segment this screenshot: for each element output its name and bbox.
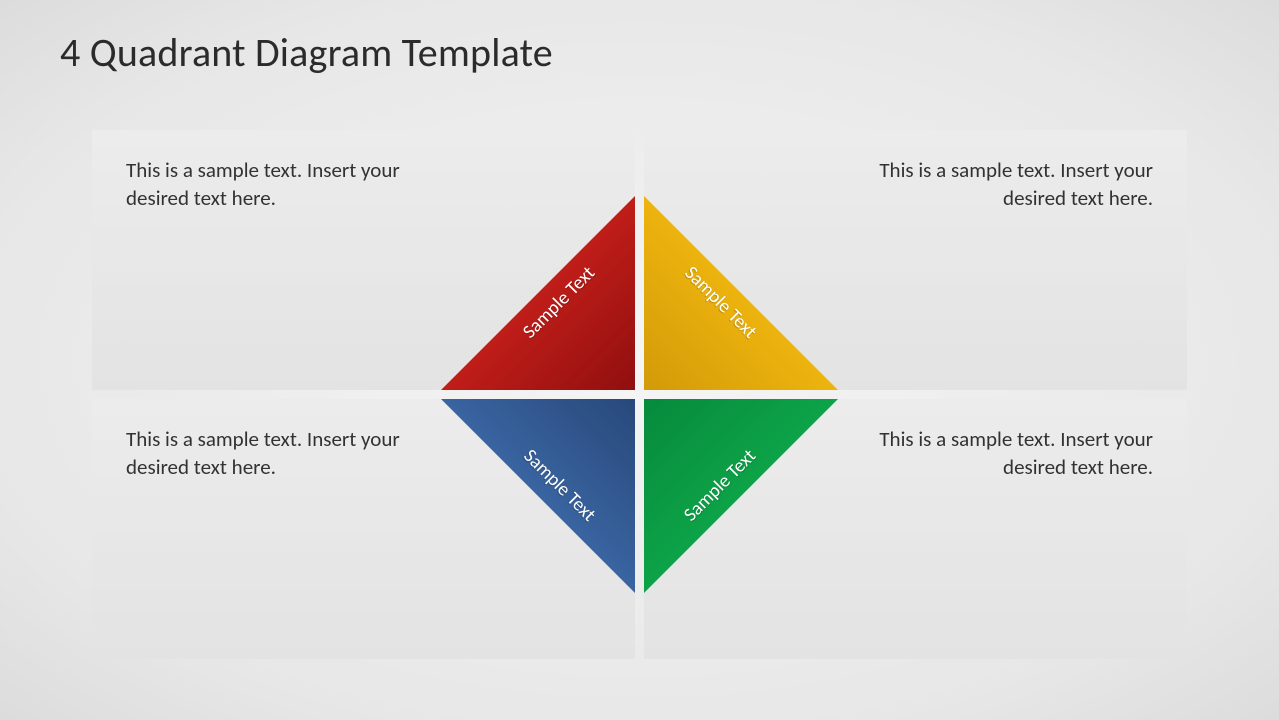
quadrant-bottom-right-desc: This is a sample text. Insert your desir… bbox=[853, 425, 1153, 482]
triangle-top-left bbox=[441, 196, 635, 390]
quadrant-top-right: This is a sample text. Insert your desir… bbox=[644, 130, 1187, 390]
triangle-bottom-left bbox=[441, 399, 635, 593]
quadrant-bottom-left: This is a sample text. Insert your desir… bbox=[92, 399, 635, 659]
quadrant-bottom-right: This is a sample text. Insert your desir… bbox=[644, 399, 1187, 659]
quadrant-stage: This is a sample text. Insert your desir… bbox=[92, 130, 1187, 660]
triangle-top-right bbox=[644, 196, 838, 390]
quadrant-top-left-desc: This is a sample text. Insert your desir… bbox=[126, 156, 426, 213]
quadrant-top-left: This is a sample text. Insert your desir… bbox=[92, 130, 635, 390]
page-title: 4 Quadrant Diagram Template bbox=[60, 28, 553, 77]
triangle-bottom-right bbox=[644, 399, 838, 593]
quadrant-top-right-desc: This is a sample text. Insert your desir… bbox=[853, 156, 1153, 213]
quadrant-bottom-left-desc: This is a sample text. Insert your desir… bbox=[126, 425, 426, 482]
